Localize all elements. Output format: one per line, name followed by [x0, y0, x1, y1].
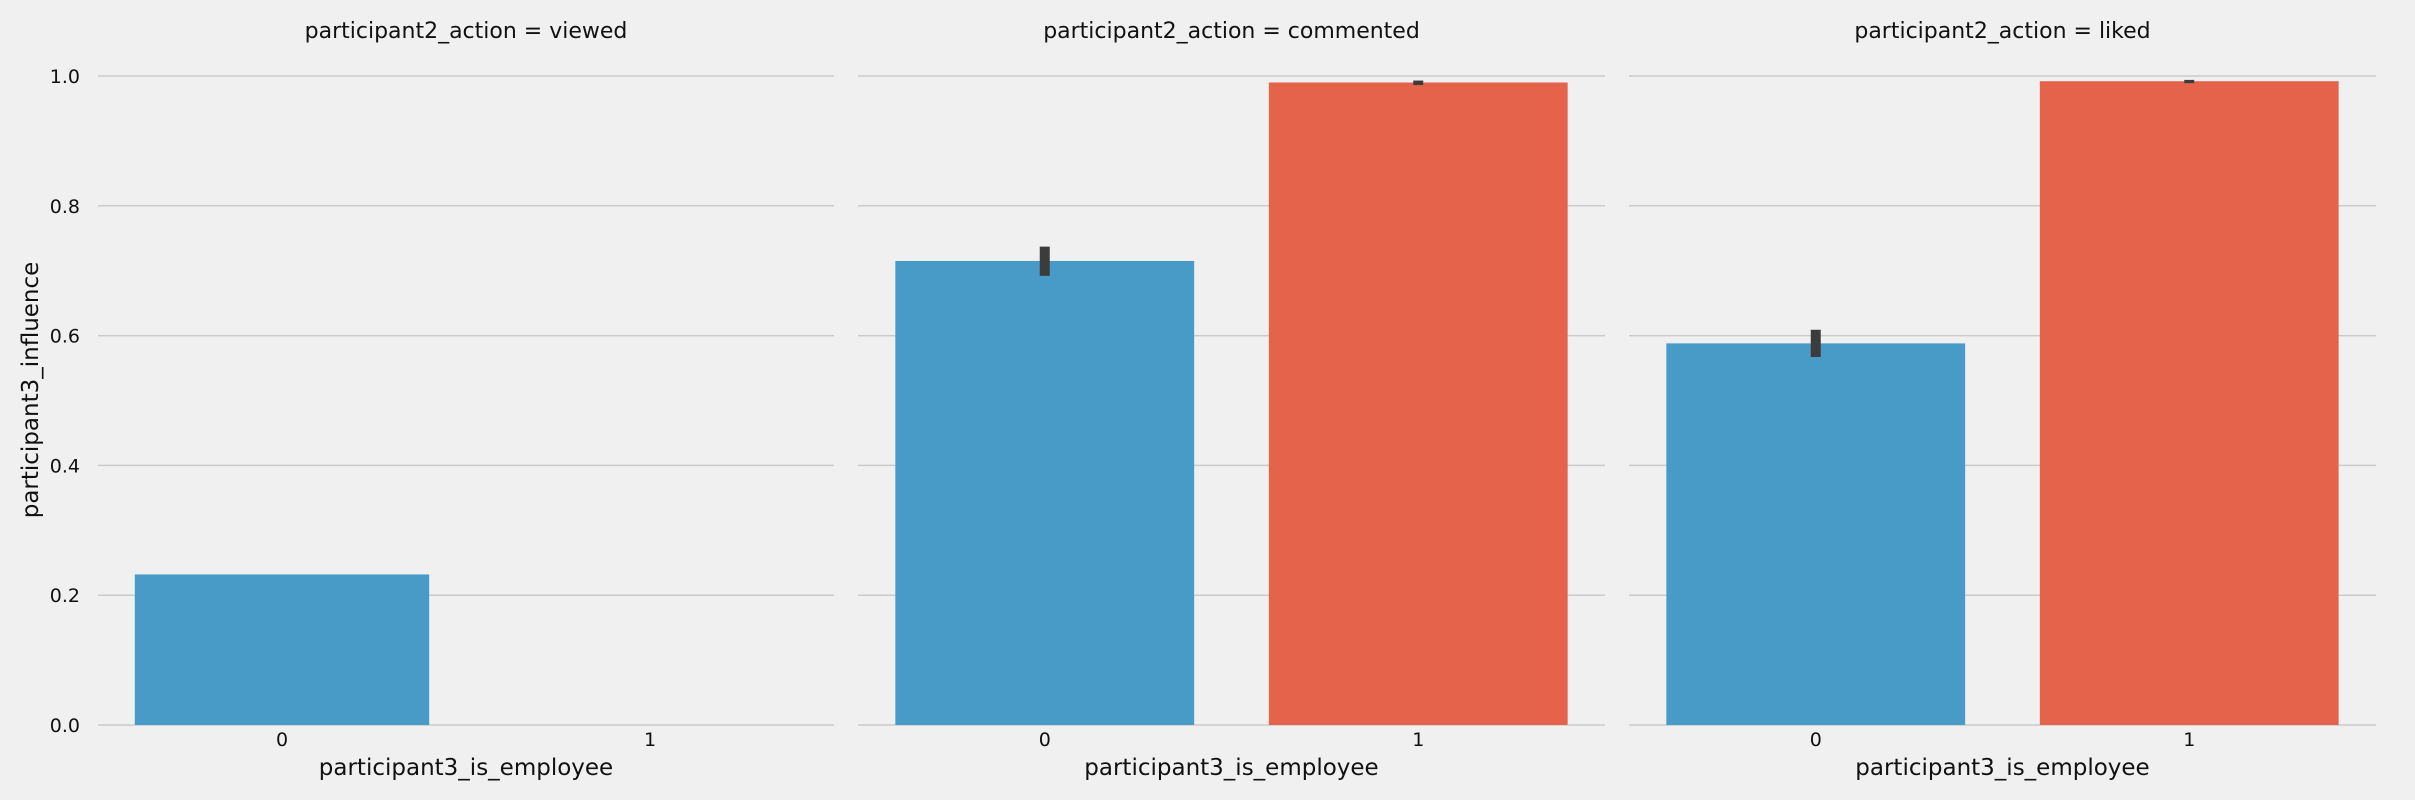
y-tick-label: 0.0: [50, 715, 80, 737]
y-tick-label: 0.6: [50, 326, 80, 348]
x-tick-label: 1: [644, 729, 656, 751]
y-tick-label: 1.0: [50, 66, 80, 88]
bar: [1666, 343, 1966, 725]
x-tick-label: 0: [276, 729, 288, 751]
facet-panel: participant2_action = commented 0 1 partici…: [858, 19, 1605, 781]
x-axis-label: participant3_is_employee: [1084, 755, 1378, 781]
bar: [1268, 82, 1568, 726]
x-axis-label: participant3_is_employee: [1855, 755, 2149, 781]
y-tick-label: 0.4: [50, 455, 80, 477]
y-tick-label: 0.8: [50, 196, 80, 218]
y-axis-label: participant3_influence: [18, 262, 44, 519]
bar: [2039, 81, 2339, 725]
x-tick-label: 1: [1412, 729, 1424, 751]
x-tick-label: 1: [2183, 729, 2195, 751]
facet-panel: participant2_action = liked 0 1 participant…: [1629, 19, 2376, 781]
facet-panel: participant2_action = viewed 0 1 participan…: [98, 19, 834, 781]
bar: [895, 260, 1195, 725]
x-axis-label: participant3_is_employee: [319, 755, 613, 781]
x-tick-label: 0: [1039, 729, 1051, 751]
bar: [134, 574, 430, 725]
facet-title: participant2_action = liked: [1854, 19, 2150, 44]
facets-layer: 0.0 0.2 0.4 0.6 0.8 1.0 participant2_action = …: [50, 19, 2376, 781]
facet-title: participant2_action = commented: [1043, 19, 1420, 44]
y-tick-label: 0.2: [50, 585, 80, 607]
facet-title: participant2_action = viewed: [305, 19, 628, 44]
x-tick-label: 0: [1810, 729, 1822, 751]
